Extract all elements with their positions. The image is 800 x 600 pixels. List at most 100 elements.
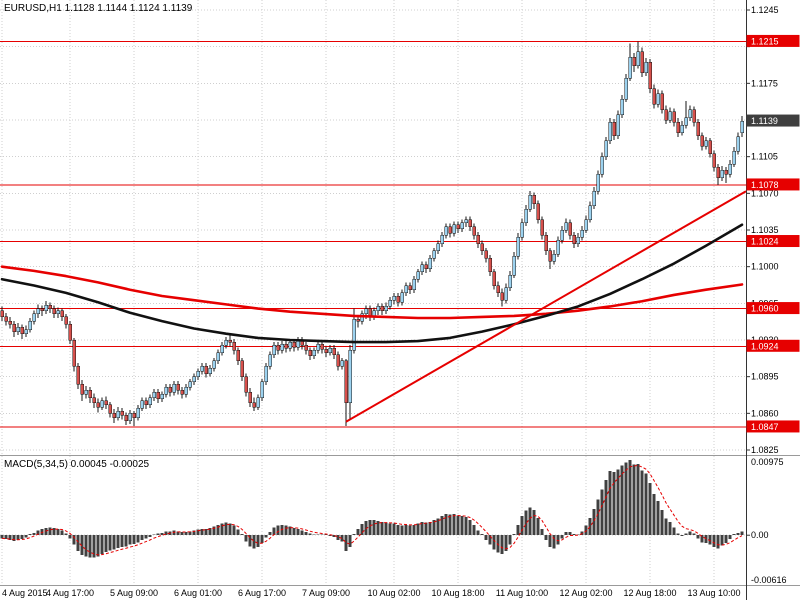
ma-red-line[interactable]	[0, 265, 744, 320]
candle	[128, 413, 132, 421]
macd-axis: 0.00975 0.00 -0.00616	[746, 457, 787, 585]
candle	[316, 343, 320, 351]
candle	[656, 93, 660, 105]
candle	[384, 306, 388, 311]
candle	[668, 111, 672, 121]
candle	[716, 166, 720, 178]
candle	[588, 205, 592, 220]
y-axis-label: 1.1070	[751, 188, 779, 198]
candle	[640, 51, 644, 74]
candle	[552, 253, 556, 262]
candle	[492, 271, 496, 286]
candle	[96, 402, 100, 408]
price-level-box	[746, 34, 800, 47]
candle	[516, 237, 520, 257]
candle	[632, 56, 636, 66]
candle	[540, 219, 544, 236]
price-level-box	[746, 339, 800, 352]
candle	[204, 365, 208, 374]
candle	[172, 383, 176, 393]
price-level-text: 1.0847	[751, 422, 779, 432]
candle	[576, 237, 580, 244]
candle	[176, 383, 180, 391]
candle	[680, 124, 684, 133]
candle	[380, 306, 384, 311]
candle	[184, 386, 188, 395]
candle	[324, 349, 328, 353]
candle	[248, 392, 252, 404]
candle	[280, 343, 284, 351]
candle	[136, 407, 140, 418]
candle	[620, 98, 624, 116]
candle	[264, 365, 268, 383]
candle	[196, 371, 200, 377]
candle	[36, 308, 40, 315]
candle	[140, 400, 144, 409]
candle	[132, 413, 136, 418]
candle	[48, 305, 52, 309]
macd-axis-label: 0.00	[751, 530, 769, 540]
candle	[328, 348, 332, 353]
candle	[312, 350, 316, 356]
candle	[672, 111, 676, 123]
candle	[320, 343, 324, 350]
y-axis-label: 1.0895	[751, 372, 779, 382]
candle	[64, 316, 68, 325]
candle	[404, 285, 408, 294]
trendline[interactable]	[345, 190, 747, 423]
candle	[504, 287, 508, 301]
candle	[44, 305, 48, 311]
candle	[268, 354, 272, 367]
candle	[92, 397, 96, 404]
y-axis-label: 1.0860	[751, 408, 779, 418]
candle	[224, 339, 228, 346]
price-level-text: 1.1024	[751, 237, 779, 247]
x-axis-label: 12 Aug 18:00	[623, 588, 676, 598]
candle	[12, 324, 16, 332]
candle	[240, 360, 244, 377]
candle	[488, 258, 492, 273]
candle	[520, 222, 524, 238]
candle	[304, 344, 308, 351]
candle	[480, 243, 484, 252]
candle	[732, 151, 736, 165]
candle	[244, 376, 248, 393]
candle	[216, 352, 220, 362]
candle	[592, 190, 596, 207]
candle	[120, 410, 124, 416]
candle	[388, 299, 392, 307]
candle	[392, 295, 396, 301]
candle	[460, 222, 464, 230]
price-level-label: 1.0847	[746, 420, 800, 433]
y-axis-label: 1.1000	[751, 262, 779, 272]
price-level-label: 1.1024	[746, 235, 800, 248]
candle	[16, 327, 20, 332]
candle	[556, 240, 560, 255]
candle	[568, 222, 572, 236]
candle	[144, 400, 148, 406]
candle	[376, 306, 380, 311]
candle	[88, 390, 92, 398]
candle	[220, 344, 224, 353]
candle	[84, 390, 88, 395]
candle	[564, 222, 568, 231]
candle	[596, 174, 600, 192]
candle	[636, 51, 640, 66]
x-axis-label: 6 Aug 17:00	[238, 588, 286, 598]
price-level-box	[746, 178, 800, 191]
candle	[612, 121, 616, 136]
candle	[100, 400, 104, 408]
ma-black-line[interactable]	[0, 223, 744, 344]
candle	[352, 318, 356, 351]
candle	[200, 365, 204, 372]
candle	[704, 140, 708, 147]
x-axis-label: 5 Aug 09:00	[110, 588, 158, 598]
macd-axis-label: -0.00616	[751, 575, 787, 585]
y-axis-label: 1.1245	[751, 5, 779, 15]
macd-signal	[1, 464, 743, 556]
candle	[676, 121, 680, 133]
candle	[708, 140, 712, 154]
candle	[448, 226, 452, 234]
